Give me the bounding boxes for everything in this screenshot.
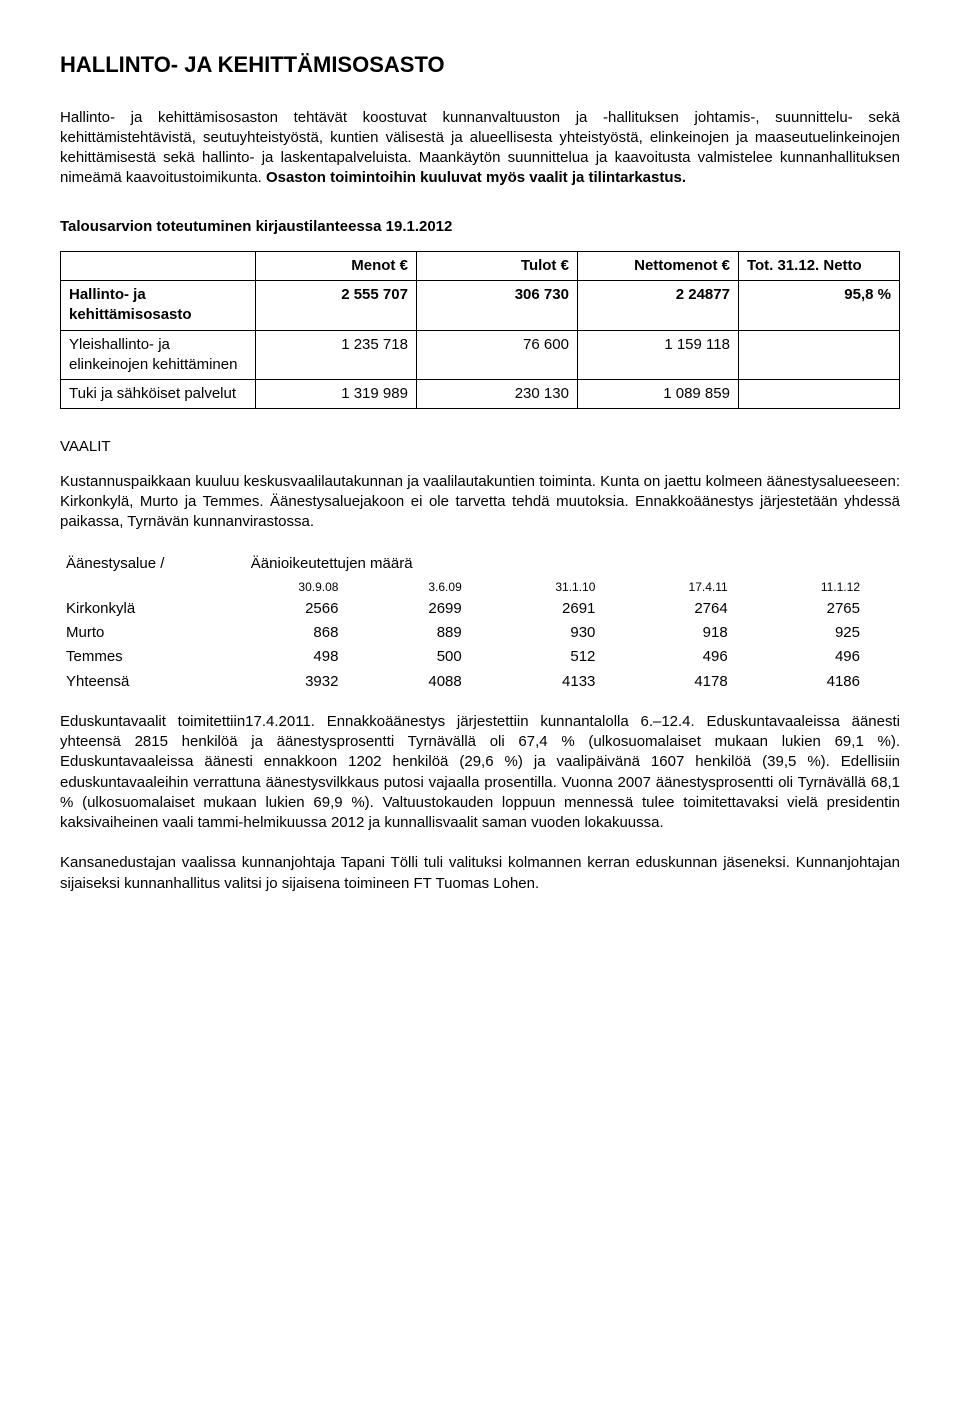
col-netto: Nettomenot €: [577, 251, 738, 280]
val: 868: [245, 621, 379, 645]
val: 925: [768, 621, 900, 645]
vaalit-paragraph: Kustannuspaikkaan kuuluu keskusvaalilaut…: [60, 472, 900, 533]
budget-table: Menot € Tulot € Nettomenot € Tot. 31.12.…: [60, 251, 900, 410]
val: 512: [502, 645, 636, 669]
cell: 230 130: [416, 380, 577, 409]
cell: 95,8 %: [738, 281, 899, 331]
voters-row-label: Äänestysalue /: [60, 552, 245, 576]
cell: 1 089 859: [577, 380, 738, 409]
area: Temmes: [60, 645, 245, 669]
val: 930: [502, 621, 636, 645]
cell: 306 730: [416, 281, 577, 331]
row-label: Yleishallinto- ja elinkeinojen kehittämi…: [61, 330, 256, 380]
eduskunta-paragraph: Eduskuntavaalit toimitettiin17.4.2011. E…: [60, 712, 900, 834]
row-label: Hallinto- ja kehittämisosasto: [61, 281, 256, 331]
voters-row: Yhteensä 3932 4088 4133 4178 4186: [60, 670, 900, 694]
val: 3932: [245, 670, 379, 694]
col-tot: Tot. 31.12. Netto: [738, 251, 899, 280]
voters-row: Murto 868 889 930 918 925: [60, 621, 900, 645]
voters-dates-row: 30.9.08 3.6.09 31.1.10 17.4.11 11.1.12: [60, 577, 900, 597]
table-header-row: Menot € Tulot € Nettomenot € Tot. 31.12.…: [61, 251, 900, 280]
page-title: HALLINTO- JA KEHITTÄMISOSASTO: [60, 50, 900, 80]
cell: 2 24877: [577, 281, 738, 331]
cell: 1 235 718: [255, 330, 416, 380]
date: 30.9.08: [245, 577, 379, 597]
val: 2566: [245, 597, 379, 621]
val: 4178: [635, 670, 767, 694]
table-row: Yleishallinto- ja elinkeinojen kehittämi…: [61, 330, 900, 380]
last-paragraph: Kansanedustajan vaalissa kunnanjohtaja T…: [60, 853, 900, 894]
table-row: Tuki ja sähköiset palvelut 1 319 989 230…: [61, 380, 900, 409]
cell: [738, 380, 899, 409]
col-empty: [61, 251, 256, 280]
voters-table: Äänestysalue / Äänioikeutettujen määrä 3…: [60, 552, 900, 693]
area: Murto: [60, 621, 245, 645]
voters-header-row: Äänestysalue / Äänioikeutettujen määrä: [60, 552, 900, 576]
cell: 1 319 989: [255, 380, 416, 409]
voters-row: Temmes 498 500 512 496 496: [60, 645, 900, 669]
cell: [738, 330, 899, 380]
voters-row: Kirkonkylä 2566 2699 2691 2764 2765: [60, 597, 900, 621]
vaalit-heading: VAALIT: [60, 437, 900, 457]
cell: 1 159 118: [577, 330, 738, 380]
voters-header-label: Äänioikeutettujen määrä: [245, 552, 900, 576]
cell: 76 600: [416, 330, 577, 380]
val: 500: [378, 645, 501, 669]
val: 496: [768, 645, 900, 669]
val: 889: [378, 621, 501, 645]
intro-bold: Osaston toimintoihin kuuluvat myös vaali…: [266, 169, 686, 186]
row-label: Tuki ja sähköiset palvelut: [61, 380, 256, 409]
val: 4088: [378, 670, 501, 694]
val: 2691: [502, 597, 636, 621]
date: 11.1.12: [768, 577, 900, 597]
col-tulot: Tulot €: [416, 251, 577, 280]
area: Kirkonkylä: [60, 597, 245, 621]
col-menot: Menot €: [255, 251, 416, 280]
val: 2699: [378, 597, 501, 621]
val: 4186: [768, 670, 900, 694]
table-row: Hallinto- ja kehittämisosasto 2 555 707 …: [61, 281, 900, 331]
val: 918: [635, 621, 767, 645]
intro-paragraph: Hallinto- ja kehittämisosaston tehtävät …: [60, 108, 900, 189]
cell: 2 555 707: [255, 281, 416, 331]
area: Yhteensä: [60, 670, 245, 694]
val: 496: [635, 645, 767, 669]
val: 2765: [768, 597, 900, 621]
date: 17.4.11: [635, 577, 767, 597]
date: 31.1.10: [502, 577, 636, 597]
val: 2764: [635, 597, 767, 621]
val: 4133: [502, 670, 636, 694]
val: 498: [245, 645, 379, 669]
budget-subhead: Talousarvion toteutuminen kirjaustilante…: [60, 217, 900, 237]
empty: [60, 577, 245, 597]
date: 3.6.09: [378, 577, 501, 597]
